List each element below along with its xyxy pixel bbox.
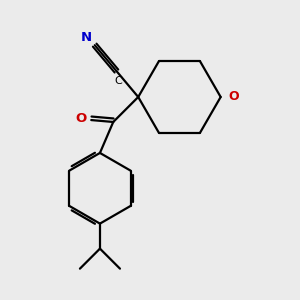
Text: O: O — [229, 91, 239, 103]
Text: C: C — [114, 76, 122, 86]
Text: O: O — [76, 112, 87, 125]
Text: N: N — [81, 31, 92, 44]
